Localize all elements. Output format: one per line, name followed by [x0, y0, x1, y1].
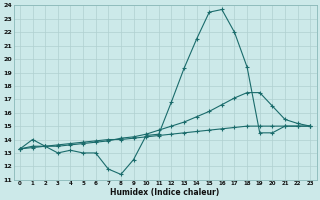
X-axis label: Humidex (Indice chaleur): Humidex (Indice chaleur): [110, 188, 220, 197]
